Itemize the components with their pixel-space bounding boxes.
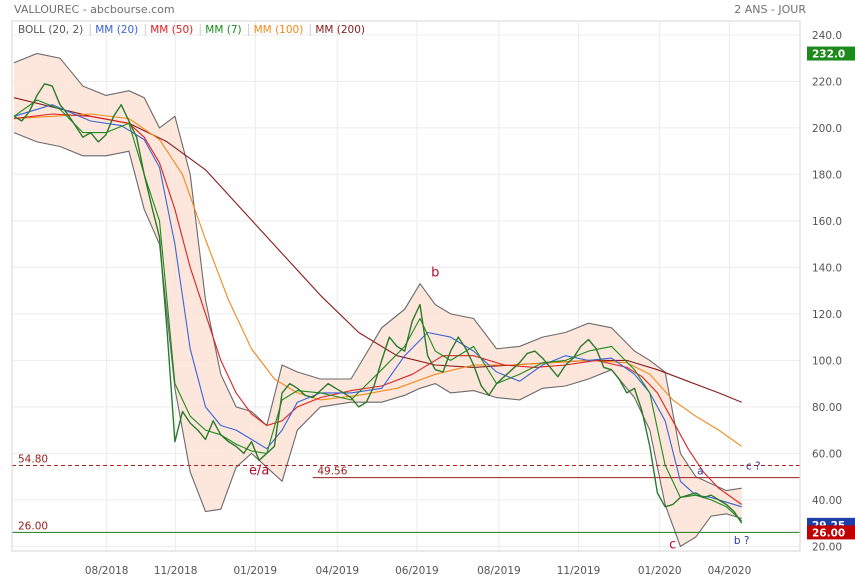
bollinger-upper-line — [13, 52, 742, 492]
series-mm-7 — [13, 99, 743, 522]
y-tick-label: 160.0 — [812, 216, 842, 228]
y-tick-label: 80.00 — [812, 402, 842, 414]
legend: BOLL (20, 2) MM (20) MM (50) MM (7) MM (100)… — [18, 24, 365, 36]
price-label-text: 232.0 — [812, 49, 845, 61]
series-cours — [13, 83, 743, 524]
y-tick-label: 100.0 — [812, 355, 842, 367]
wave-annotation: b — [431, 266, 439, 281]
series-mm-50 — [13, 113, 743, 505]
series-lines — [13, 83, 743, 524]
level-label: 54.80 — [18, 453, 48, 465]
series-mm-100 — [13, 113, 743, 447]
series-mm-20 — [13, 104, 742, 508]
price-label-text: 26.00 — [812, 527, 845, 539]
level-label: 49.56 — [317, 466, 347, 478]
price-label-box — [807, 46, 855, 61]
chart-period: 2 ANS - JOUR — [734, 3, 806, 16]
bollinger-fill — [14, 53, 742, 547]
wave-annotation: b ? — [734, 535, 750, 547]
bollinger-band — [13, 52, 742, 548]
x-tick-label: 04/2020 — [708, 565, 752, 577]
y-tick-label: 40.00 — [812, 495, 842, 507]
legend-item: MM (100) — [254, 24, 304, 36]
series-mm-200 — [13, 97, 742, 403]
legend-item: MM (50) — [150, 24, 193, 36]
annotations: e/a b c a c ? b ? — [249, 266, 761, 553]
wave-annotation: c ? — [746, 461, 761, 473]
y-tick-label: 60.00 — [812, 448, 842, 460]
x-tick-label: 11/2019 — [557, 565, 601, 577]
y-tick-label: 180.0 — [812, 169, 842, 181]
wave-annotation: a — [697, 465, 703, 477]
y-tick-label: 240.0 — [812, 30, 842, 42]
x-tick-label: 04/2019 — [315, 565, 359, 577]
price-labels: 232.029.2526.00 — [807, 46, 855, 540]
x-tick-label: 08/2018 — [85, 565, 129, 577]
wave-annotation: e/a — [249, 463, 269, 478]
y-tick-label: 220.0 — [812, 76, 842, 88]
bollinger-lower-line — [13, 132, 742, 548]
level-label: 26.00 — [18, 520, 48, 532]
x-axis-ticks: 08/2018 11/2018 01/2019 04/2019 06/2019 08/20… — [85, 565, 751, 577]
legend-item: MM (200) — [315, 24, 365, 36]
y-tick-label: 120.0 — [812, 309, 842, 321]
x-tick-label: 11/2018 — [154, 565, 198, 577]
x-tick-label: 08/2019 — [477, 565, 521, 577]
price-label-box — [807, 525, 855, 540]
plot-frame — [11, 20, 801, 552]
x-tick-label: 01/2020 — [638, 565, 682, 577]
legend-item: MM (7) — [205, 24, 241, 36]
legend-item: MM (20) — [95, 24, 138, 36]
legend-item: BOLL (20, 2) — [18, 24, 83, 36]
y-axis-ticks: 20.00 40.00 60.00 80.00 100.0 120.0 140.0 160.0… — [812, 30, 842, 553]
x-tick-label: 06/2019 — [395, 565, 439, 577]
x-tick-label: 01/2019 — [233, 565, 277, 577]
chart-title: VALLOUREC - abcbourse.com — [14, 3, 175, 16]
horizontal-levels: 54.80 49.56 26.00 — [12, 453, 800, 533]
y-tick-label: 140.0 — [812, 262, 842, 274]
wave-annotation: c — [669, 538, 676, 553]
y-tick-label: 200.0 — [812, 123, 842, 135]
y-tick-label: 20.00 — [812, 541, 842, 553]
